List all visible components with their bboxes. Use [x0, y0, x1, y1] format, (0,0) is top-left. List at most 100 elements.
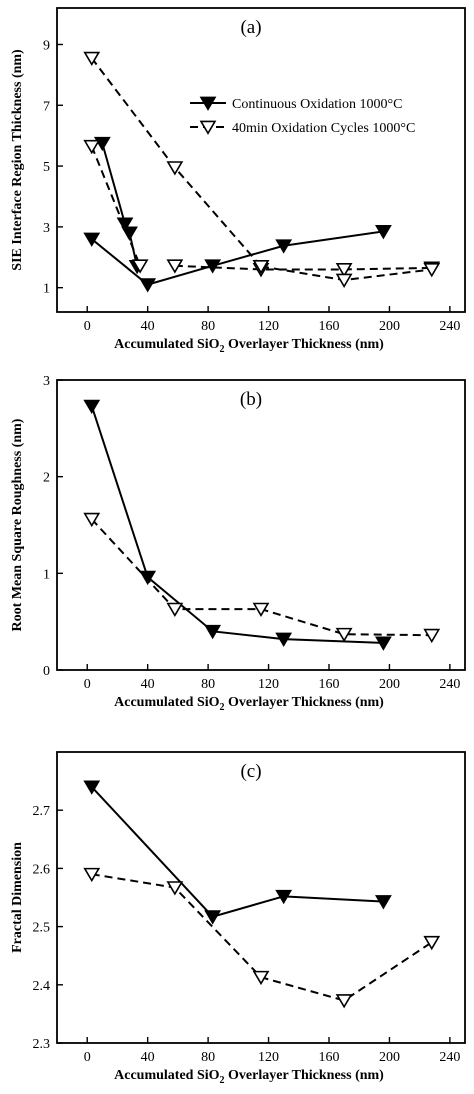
panel-label: (c) — [240, 761, 261, 782]
x-tick-label: 160 — [319, 677, 340, 692]
series-cycles — [83, 867, 441, 1009]
data-point — [83, 139, 101, 155]
x-tick-label: 240 — [439, 1050, 460, 1065]
x-tick-label: 200 — [379, 319, 400, 334]
y-tick-label: 1 — [43, 567, 50, 582]
series-continuous — [83, 399, 392, 651]
data-point — [83, 399, 101, 414]
data-point — [139, 570, 157, 586]
data-point — [83, 232, 101, 247]
data-point — [423, 935, 441, 951]
plot-frame — [56, 7, 466, 313]
y-axis-title: SIE Interface Region Thickness (nm) — [10, 49, 25, 271]
data-point — [275, 632, 293, 647]
data-point — [166, 161, 184, 176]
x-axis-title-subscript: 2 — [220, 702, 225, 713]
x-tick-label: 160 — [319, 319, 340, 334]
series-cycles — [83, 512, 441, 644]
data-point — [335, 627, 353, 643]
x-tick-label: 0 — [84, 677, 91, 692]
data-point — [275, 889, 293, 905]
data-point — [204, 624, 222, 640]
x-tick-label: 240 — [439, 677, 460, 692]
data-point — [166, 881, 184, 896]
data-point — [335, 994, 353, 1009]
data-point — [375, 225, 392, 240]
legend-entry: 40min Oxidation Cycles 1000°C — [232, 121, 415, 136]
x-axis-title-part: Accumulated SiO — [114, 1068, 220, 1083]
data-point — [204, 910, 222, 925]
chart-panel-a: 0 40 80 120 160 200 240 1 3 5 7 9 (a) Accumulated SiO… — [10, 7, 466, 355]
x-tick-label: 80 — [201, 1050, 215, 1065]
data-point — [375, 636, 392, 651]
y-tick-label: 2.6 — [33, 862, 51, 877]
series-line — [90, 405, 384, 644]
data-point — [252, 970, 270, 986]
panel-label: (a) — [240, 17, 261, 38]
data-point — [139, 278, 157, 293]
x-tick-label: 40 — [141, 677, 155, 692]
y-tick-label: 2.4 — [33, 979, 51, 994]
y-tick-label: 7 — [43, 99, 50, 114]
x-tick-label: 40 — [141, 319, 155, 334]
legend-marker — [199, 120, 217, 135]
x-tick-label: 40 — [141, 1050, 155, 1065]
y-tick-label: 0 — [43, 664, 50, 679]
data-point — [83, 512, 101, 528]
x-tick-label: 200 — [379, 1050, 400, 1065]
data-point — [166, 602, 184, 617]
x-tick-label: 160 — [319, 1050, 340, 1065]
data-point — [204, 259, 222, 274]
chart-panel-c: 0 40 80 120 160 200 240 2.3 2.4 2.5 2.6 2.7 (c) Accum… — [10, 751, 466, 1086]
y-tick-label: 5 — [43, 160, 50, 175]
x-axis-title-part: Overlayer Thickness (nm) — [225, 1068, 385, 1083]
data-point — [423, 628, 441, 644]
data-point — [335, 263, 353, 278]
x-axis-title-part: Accumulated SiO — [114, 695, 220, 710]
series-line — [90, 145, 142, 267]
x-axis-title: Accumulated SiO2 Overlayer Thickness (nm… — [114, 1068, 384, 1086]
data-point — [252, 259, 270, 275]
y-tick-label: 3 — [43, 221, 50, 236]
x-tick-label: 0 — [84, 1050, 91, 1065]
legend-entry: Continuous Oxidation 1000°C — [232, 97, 403, 112]
data-point — [83, 780, 101, 795]
y-tick-label: 2.5 — [33, 921, 51, 936]
x-axis-title-subscript: 2 — [220, 344, 225, 355]
plot-frame — [56, 751, 466, 1044]
panel-label: (b) — [240, 389, 262, 410]
y-tick-label: 2.7 — [33, 804, 51, 819]
x-tick-label: 0 — [84, 319, 91, 334]
y-tick-label: 3 — [43, 374, 50, 389]
plot-frame — [56, 379, 466, 671]
y-axis-title: Fractal Dimension — [10, 842, 25, 953]
series-line — [174, 264, 432, 271]
x-axis-title-part: Overlayer Thickness (nm) — [225, 695, 385, 710]
series-cycles — [83, 51, 441, 288]
legend: Continuous Oxidation 1000°C 40min Oxidati… — [190, 96, 415, 136]
y-tick-label: 2.3 — [33, 1037, 51, 1052]
y-tick-label: 2 — [43, 471, 50, 486]
x-axis-title: Accumulated SiO2 Overlayer Thickness (nm… — [114, 695, 384, 713]
x-axis-title-part: Accumulated SiO — [114, 337, 220, 352]
data-point — [275, 239, 293, 254]
x-tick-label: 120 — [258, 319, 279, 334]
data-point — [375, 895, 392, 910]
x-tick-label: 200 — [379, 677, 400, 692]
series-line — [91, 786, 384, 918]
data-point — [131, 259, 149, 274]
series-line — [91, 518, 432, 637]
x-tick-label: 240 — [439, 319, 460, 334]
data-point — [335, 273, 353, 288]
x-tick-label: 120 — [258, 677, 279, 692]
x-tick-label: 80 — [201, 677, 215, 692]
x-axis-title-part: Overlayer Thickness (nm) — [225, 337, 385, 352]
data-point — [166, 259, 184, 274]
y-tick-label: 9 — [43, 38, 50, 53]
y-axis-title: Root Mean Square Roughness (nm) — [10, 418, 25, 631]
data-point — [83, 867, 101, 883]
legend-marker — [199, 96, 217, 111]
x-tick-label: 80 — [201, 319, 215, 334]
